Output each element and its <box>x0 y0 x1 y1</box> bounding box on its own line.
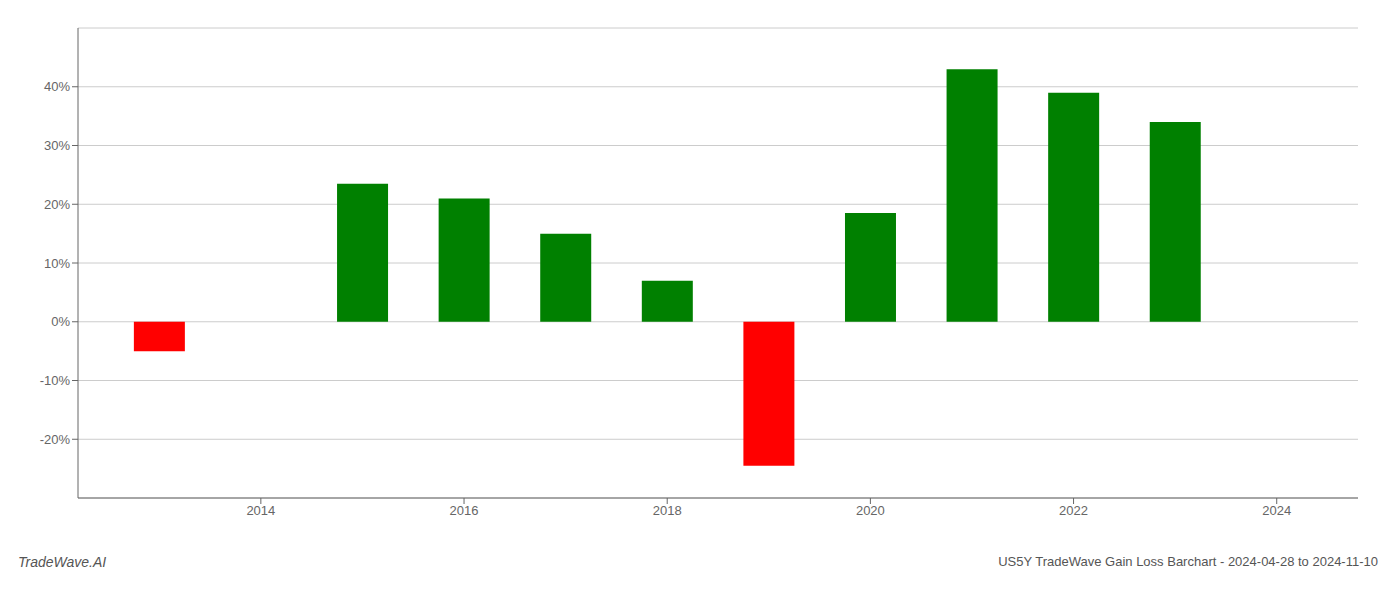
svg-text:2022: 2022 <box>1059 503 1088 518</box>
svg-text:2020: 2020 <box>856 503 885 518</box>
svg-text:2014: 2014 <box>246 503 275 518</box>
svg-text:2016: 2016 <box>450 503 479 518</box>
html-text:US5Y TradeWave Gain Loss Barch: US5Y TradeWave Gain Loss Barchart - 2024… <box>998 554 1378 569</box>
svg-text:40%: 40% <box>44 79 70 94</box>
svg-text:2024: 2024 <box>1262 503 1291 518</box>
svg-text:20%: 20% <box>44 197 70 212</box>
svg-text:-10%: -10% <box>40 373 71 388</box>
svg-text:30%: 30% <box>44 138 70 153</box>
svg-text:0%: 0% <box>51 314 70 329</box>
svg-text:2018: 2018 <box>653 503 682 518</box>
svg-text:10%: 10% <box>44 256 70 271</box>
svg-text:-20%: -20% <box>40 432 71 447</box>
html-text:TradeWave.AI: TradeWave.AI <box>18 554 107 570</box>
